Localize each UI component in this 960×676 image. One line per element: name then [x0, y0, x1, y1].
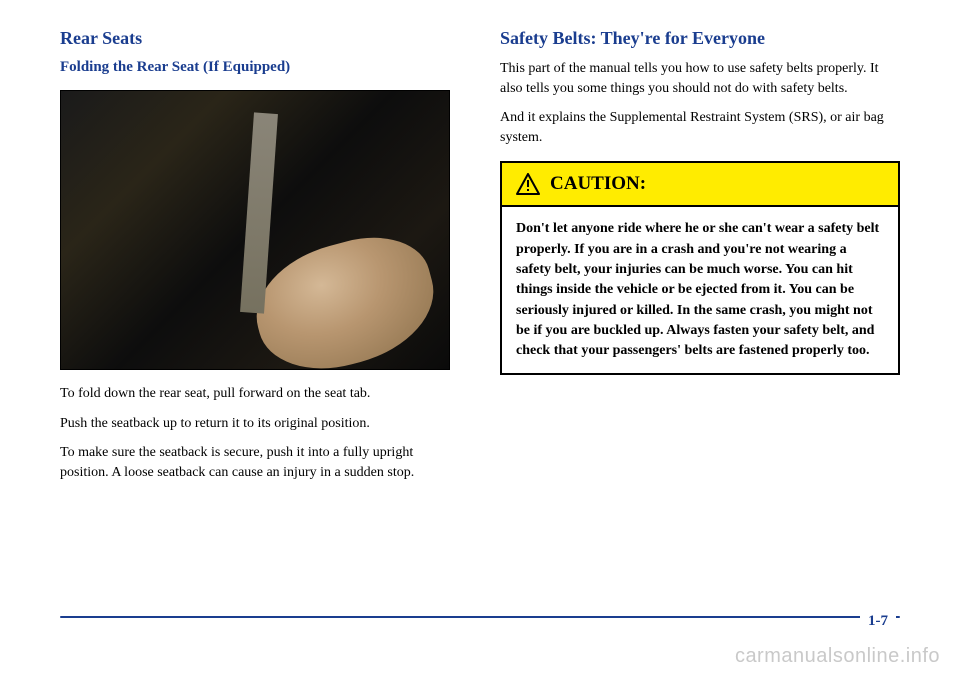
- two-column-layout: Rear Seats Folding the Rear Seat (If Equ…: [60, 28, 900, 492]
- right-column: Safety Belts: They're for Everyone This …: [500, 28, 900, 492]
- left-column: Rear Seats Folding the Rear Seat (If Equ…: [60, 28, 460, 492]
- caution-header: CAUTION:: [502, 163, 898, 207]
- intro-paragraph-1: This part of the manual tells you how to…: [500, 59, 900, 98]
- caution-label: CAUTION:: [550, 173, 646, 195]
- caution-body: Don't let anyone ride where he or she ca…: [502, 207, 898, 373]
- watermark: carmanualsonline.info: [735, 645, 940, 668]
- seat-tab-photo: [60, 90, 450, 370]
- section-heading-rear-seats: Rear Seats: [60, 28, 460, 49]
- caution-text: Don't let anyone ride where he or she ca…: [516, 219, 884, 361]
- instruction-fold: To fold down the rear seat, pull forward…: [60, 384, 460, 404]
- intro-paragraph-2: And it explains the Supplemental Restrai…: [500, 108, 900, 147]
- section-heading-safety-belts: Safety Belts: They're for Everyone: [500, 28, 900, 49]
- page-number: 1-7: [860, 613, 896, 630]
- subsection-heading-folding: Folding the Rear Seat (If Equipped): [60, 59, 460, 76]
- caution-callout: CAUTION: Don't let anyone ride where he …: [500, 161, 900, 375]
- footer-rule: [60, 616, 900, 618]
- manual-page: Rear Seats Folding the Rear Seat (If Equ…: [0, 0, 960, 676]
- instruction-return: Push the seatback up to return it to its…: [60, 414, 460, 434]
- warning-triangle-icon: [516, 173, 540, 195]
- instruction-secure: To make sure the seatback is secure, pus…: [60, 443, 460, 482]
